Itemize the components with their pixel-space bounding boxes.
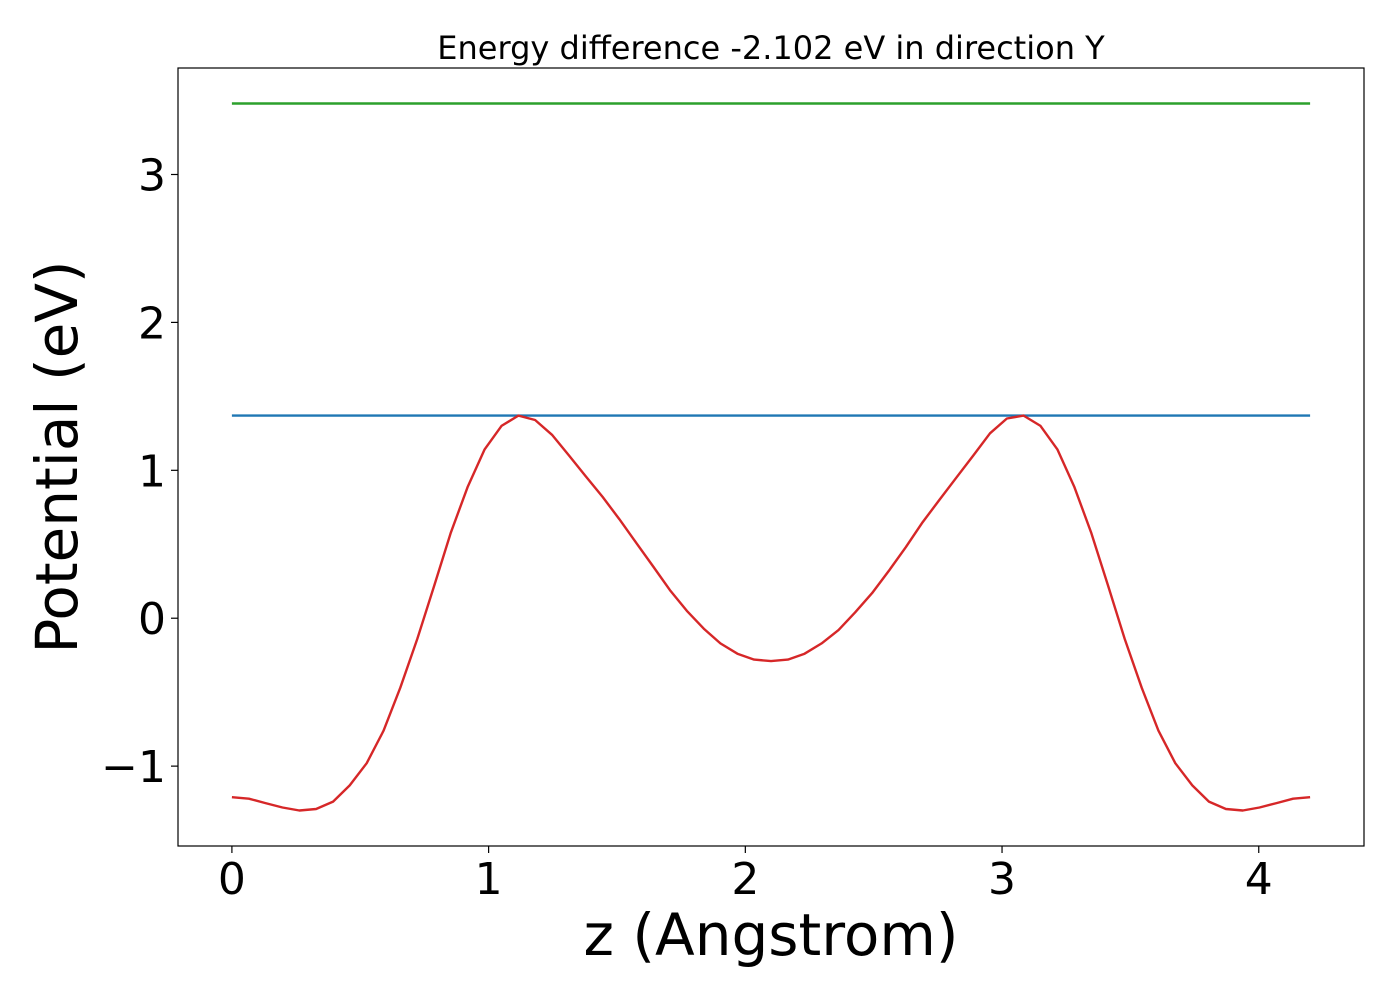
x-tick-label: 0 — [218, 854, 246, 905]
y-tick-label: −1 — [101, 742, 166, 793]
x-tick-label: 1 — [475, 854, 503, 905]
plot-area-frame — [177, 67, 1365, 847]
series-layer — [231, 102, 1311, 812]
x-tick-label: 3 — [988, 854, 1016, 905]
y-axis-label: Potential (eV) — [23, 260, 91, 653]
x-tick-label: 4 — [1245, 854, 1273, 905]
y-tick-label: 0 — [138, 594, 166, 645]
y-tick-label: 1 — [138, 446, 166, 497]
x-axis-ticks: 0 1 2 3 4 — [218, 846, 1273, 905]
x-tick-label: 2 — [731, 854, 759, 905]
x-axis-label: z (Angstrom) — [584, 901, 959, 969]
y-axis-ticks: −1 0 1 2 3 — [101, 150, 178, 793]
chart-title: Energy difference -2.102 eV in direction… — [437, 29, 1105, 67]
y-tick-label: 2 — [138, 298, 166, 349]
series-line-2 — [231, 414, 1311, 812]
y-tick-label: 3 — [138, 150, 166, 201]
